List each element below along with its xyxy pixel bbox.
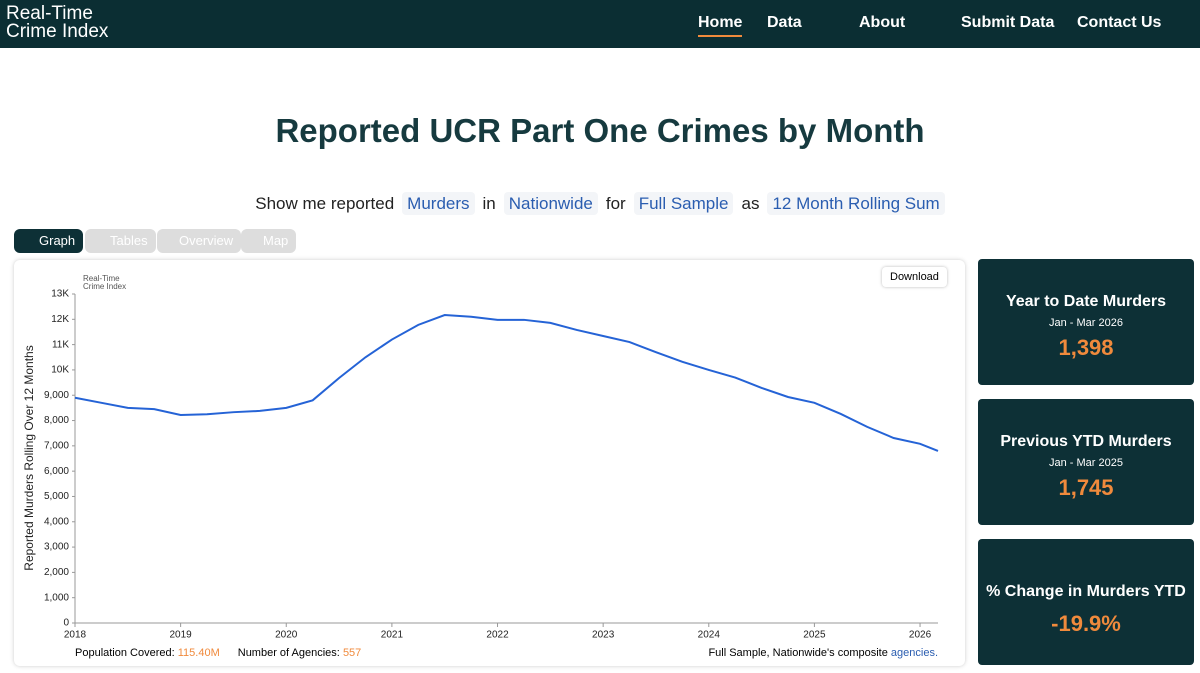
y-tick-label: 4,000 [44, 516, 69, 527]
stat-card: Previous YTD Murders Jan - Mar 2025 1,745 [978, 399, 1194, 525]
filter-sentence: Show me reported Murders in Nationwide for Fu… [0, 192, 1200, 215]
x-tick-label: 2018 [64, 630, 87, 641]
y-tick-label: 8,000 [44, 415, 69, 426]
y-tick-label: 2,000 [44, 567, 69, 578]
nav-item[interactable]: Submit Data [961, 14, 1055, 31]
page-title: Reported UCR Part One Crimes by Month [275, 112, 925, 149]
data-line [74, 313, 939, 452]
y-tick-label: 9,000 [44, 390, 69, 401]
download-button[interactable]: Download [882, 267, 947, 287]
footer-note: Full Sample, Nationwide's composite agen… [708, 647, 938, 659]
stat-value: -19.9% [1051, 611, 1121, 636]
y-tick-label: 5,000 [44, 491, 69, 502]
nav-item[interactable]: Contact Us [1077, 14, 1162, 31]
y-tick-label: 3,000 [44, 542, 69, 553]
nav-item[interactable]: About [859, 14, 906, 31]
footer-value: 115.40M [177, 647, 220, 659]
footer-value: 557 [342, 647, 362, 659]
filter-text: in [482, 194, 496, 213]
footer-info: Population Covered: 115.40M Number of Age… [75, 647, 361, 659]
y-axis-label: Reported Murders Rolling Over 12 Months [22, 345, 36, 570]
y-tick-label: 13K [51, 289, 69, 300]
filter-text: Show me reported [255, 194, 395, 213]
footer-label: Number of Agencies: [237, 647, 340, 659]
y-tick-label: 0 [63, 618, 69, 629]
filter-select[interactable]: Murders [402, 192, 475, 215]
filter-select[interactable]: 12 Month Rolling Sum [767, 192, 945, 215]
x-tick-label: 2026 [909, 630, 932, 641]
tab[interactable]: Graph [14, 229, 84, 253]
x-tick-label: 2019 [170, 630, 193, 641]
y-tick-label: 6,000 [44, 466, 69, 477]
x-tick-label: 2023 [592, 630, 615, 641]
header: Real-Time Crime Index Home Data About Sub… [0, 0, 1200, 48]
filter-select[interactable]: Nationwide [503, 192, 598, 215]
tab[interactable]: Map [241, 229, 297, 253]
footer-note-text: Full Sample, Nationwide's composite [708, 647, 888, 659]
y-tick-label: 7,000 [44, 440, 69, 451]
logo[interactable]: Real-Time Crime Index [6, 3, 109, 42]
footer-label: Population Covered: [75, 647, 175, 659]
stat-title: Year to Date Murders [1005, 293, 1167, 310]
logo-line: Crime Index [6, 21, 109, 42]
logo-line: Real-Time [83, 274, 120, 283]
footer-link[interactable]: agencies. [890, 647, 938, 659]
y-tick-label: 12K [51, 314, 69, 325]
logo-line: Crime Index [83, 282, 127, 291]
stat-value: 1,398 [1058, 335, 1114, 360]
y-tick-label: 11K [52, 339, 69, 350]
filter-text: as [741, 194, 760, 213]
stat-period: Jan - Mar 2025 [1049, 457, 1123, 469]
stat-card: % Change in Murders YTD -19.9% [978, 539, 1194, 665]
x-tick-label: 2024 [698, 630, 721, 641]
chart-card [14, 260, 965, 666]
tab[interactable]: Overview [157, 229, 242, 253]
x-tick-label: 2020 [275, 630, 298, 641]
y-tick-label: 1,000 [44, 592, 69, 603]
logo-line: Real-Time [6, 3, 93, 24]
x-tick-label: 2021 [381, 630, 404, 641]
tab[interactable]: Tables [85, 229, 156, 253]
x-tick-label: 2022 [486, 630, 509, 641]
stat-value: 1,745 [1058, 475, 1114, 500]
nav-item[interactable]: Data [767, 14, 802, 31]
nav-item[interactable]: Home [698, 14, 743, 37]
stat-card: Year to Date Murders Jan - Mar 2026 1,398 [978, 259, 1194, 385]
y-tick-label: 10K [51, 365, 69, 376]
filter-text: for [605, 194, 626, 213]
filter-select[interactable]: Full Sample [633, 192, 734, 215]
x-tick-label: 2025 [803, 630, 826, 641]
stat-period: Jan - Mar 2026 [1049, 317, 1123, 329]
stat-title: % Change in Murders YTD [986, 583, 1186, 600]
chart-logo: Real-Time Crime Index [83, 275, 126, 291]
stat-title: Previous YTD Murders [1000, 433, 1172, 450]
